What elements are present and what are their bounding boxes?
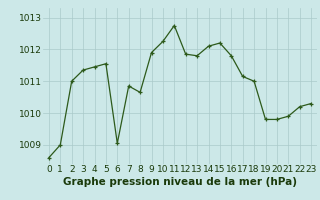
- X-axis label: Graphe pression niveau de la mer (hPa): Graphe pression niveau de la mer (hPa): [63, 177, 297, 187]
